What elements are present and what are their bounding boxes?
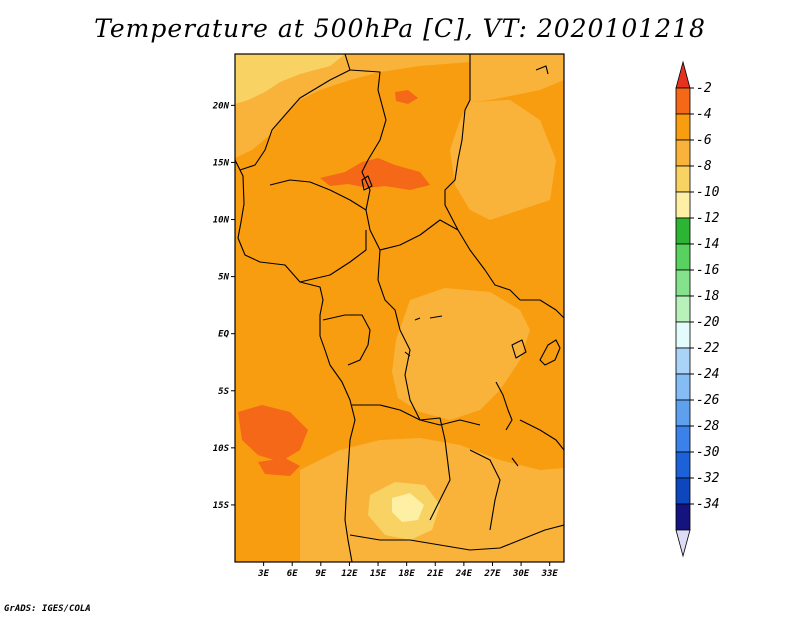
- chart-title: Temperature at 500hPa [C], VT: 202010121…: [94, 14, 706, 43]
- temperature-region-east-africa: [450, 100, 556, 220]
- colorbar-arrow-bottom: [675, 529, 691, 558]
- colorbar-swatch: [675, 87, 691, 115]
- x-tick-label: 9E: [315, 569, 326, 579]
- colorbar-tick-label: -10: [696, 185, 720, 200]
- temperature-region-sahara-northwest: [235, 54, 470, 158]
- coastlines-and-borders: [235, 54, 564, 562]
- y-tick-label: 15S: [213, 501, 230, 511]
- colorbar-tick-label: -32: [696, 471, 720, 486]
- temperature-region-atlantic-southwest: [238, 405, 308, 462]
- x-tick-label: 15E: [370, 569, 387, 579]
- x-tick-label: 12E: [341, 569, 358, 579]
- temperature-region-congo-basin: [392, 288, 530, 420]
- colorbar-tick-label: -16: [696, 263, 720, 278]
- axis-ticks: 3E 6E 9E 12E 15E 18E 21E 24E 27E 30E 33E 20N 15N 10N 5…: [212, 101, 559, 579]
- y-tick-label: 5S: [218, 387, 229, 397]
- y-tick-label: 20N: [212, 101, 230, 111]
- map-area: [235, 54, 564, 562]
- colorbar-tick-label: -24: [696, 367, 719, 382]
- colorbar-swatch: [675, 503, 691, 531]
- colorbar-swatch: [675, 399, 691, 427]
- colorbar-tick-label: -22: [696, 341, 720, 356]
- colorbar-tick-label: -18: [696, 289, 720, 304]
- colorbar-tick-label: -14: [696, 237, 719, 252]
- x-tick-label: 30E: [512, 569, 530, 579]
- x-tick-label: 6E: [287, 569, 298, 579]
- colorbar-arrow-top: [675, 60, 691, 89]
- grads-credit: GrADS: IGES/COLA: [4, 604, 91, 614]
- colorbar-tick-label: -12: [696, 211, 720, 226]
- x-tick-label: 3E: [257, 569, 269, 579]
- colorbar-swatch: [675, 451, 691, 479]
- colorbar: -2 -4 -6 -8 -10 -12 -14 -16 -18 -20 -22 -24 -26 -28 -3…: [675, 60, 720, 558]
- colorbar-tick-label: -28: [696, 419, 720, 434]
- x-tick-label: 21E: [426, 569, 444, 579]
- map-frame: [234, 53, 565, 563]
- colorbar-swatch: [675, 165, 691, 193]
- colorbar-tick-label: -30: [696, 445, 720, 460]
- colorbar-tick-label: -8: [696, 159, 712, 174]
- colorbar-swatch: [675, 243, 691, 271]
- colorbar-swatch: [675, 139, 691, 167]
- colorbar-swatch: [675, 373, 691, 401]
- colorbar-swatch: [675, 217, 691, 245]
- colorbar-swatch: [675, 295, 691, 323]
- x-tick-label: 18E: [399, 569, 416, 579]
- temperature-region-northeast-lighter: [470, 54, 564, 102]
- y-tick-label: 15N: [213, 158, 230, 168]
- colorbar-tick-label: -34: [696, 497, 719, 512]
- colorbar-swatch: [675, 347, 691, 375]
- y-tick-label: EQ: [218, 330, 229, 340]
- colorbar-swatch: [675, 269, 691, 297]
- colorbar-swatch: [675, 425, 691, 453]
- temperature-region-lake-chad-area: [320, 158, 430, 190]
- colorbar-tick-label: -4: [696, 107, 712, 122]
- temperature-region-atlantic-southwest-2: [258, 458, 300, 476]
- temperature-region-northwest-corner: [235, 54, 345, 104]
- colorbar-swatch: [675, 321, 691, 349]
- colorbar-tick-label: -26: [696, 393, 720, 408]
- x-tick-label: 24E: [455, 569, 473, 579]
- colorbar-swatch: [675, 477, 691, 505]
- colorbar-swatch: [675, 191, 691, 219]
- temperature-region-sahara-patch: [395, 90, 418, 104]
- temperature-region-kalahari-core: [392, 493, 424, 522]
- colorbar-tick-label: -20: [696, 315, 720, 330]
- colorbar-tick-label: -2: [696, 81, 712, 96]
- y-tick-label: 5N: [218, 273, 229, 283]
- x-tick-label: 33E: [541, 569, 559, 579]
- x-tick-label: 27E: [483, 569, 501, 579]
- colorbar-swatch: [675, 113, 691, 141]
- colorbar-tick-label: -6: [696, 133, 712, 148]
- y-tick-label: 10S: [213, 444, 230, 454]
- y-tick-label: 10N: [213, 216, 230, 226]
